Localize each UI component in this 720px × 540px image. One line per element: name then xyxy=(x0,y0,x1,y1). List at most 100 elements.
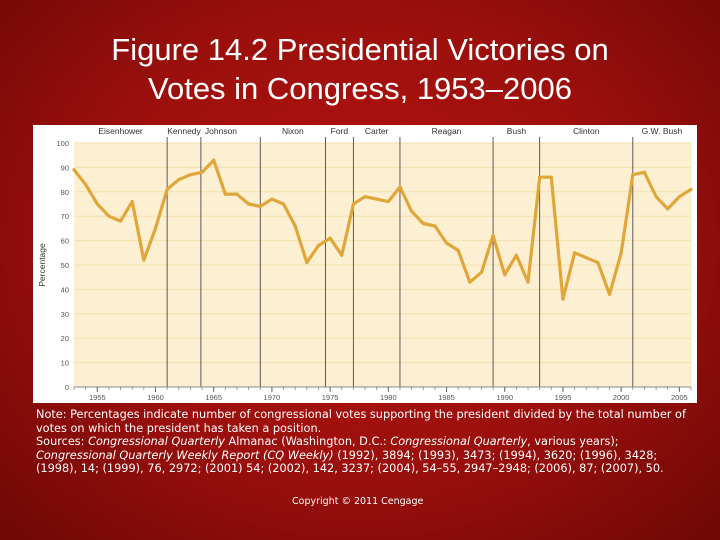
sources-label: Sources: xyxy=(36,435,89,449)
president-label-9: G.W. Bush xyxy=(642,126,683,136)
president-label-5: Carter xyxy=(365,126,389,136)
data-point-1961 xyxy=(165,187,169,191)
copyright-text: Copyright © 2011 Cengage xyxy=(292,496,424,507)
x-tick-label-1965: 1965 xyxy=(205,393,222,402)
data-point-1996 xyxy=(572,251,577,255)
president-label-7: Bush xyxy=(507,126,527,136)
data-point-1987 xyxy=(468,280,472,284)
source-2-tail: (1992), 3894; (1993), 3473; (1994), 3620… xyxy=(36,448,664,476)
data-point-1958 xyxy=(130,199,134,204)
data-point-2000 xyxy=(619,251,623,255)
data-point-1969 xyxy=(258,204,262,209)
x-tick-label-1990: 1990 xyxy=(496,393,513,402)
data-point-2001 xyxy=(631,173,635,177)
line-chart: 0 10 20 30 40 50 60 70 80 90 100 Eisenhower Kennedy J… xyxy=(37,126,693,402)
series-line-0 xyxy=(72,158,693,301)
data-point-1980 xyxy=(386,199,390,204)
figure-note: Note: Percentages indicate number of con… xyxy=(36,408,696,476)
source-1-publisher: Congressional Quarterly xyxy=(390,435,528,449)
sources-text: Sources: Congressional Quarterly Almanac… xyxy=(36,435,696,476)
y-tick-label-50: 50 xyxy=(61,261,69,270)
president-label-4: Ford xyxy=(331,126,349,136)
source-1-title: Congressional Quarterly xyxy=(88,435,225,449)
data-point-1957 xyxy=(118,219,123,223)
slide-title-line-1: Figure 14.2 Presidential Victories on xyxy=(111,32,609,67)
slide-title: Figure 14.2 Presidential Victories on Vo… xyxy=(20,30,700,108)
data-point-2006 xyxy=(689,187,693,191)
data-point-1963 xyxy=(188,173,193,177)
y-tick-label-10: 10 xyxy=(61,359,69,368)
y-tick-label-80: 80 xyxy=(61,188,69,197)
y-tick-label-60: 60 xyxy=(61,237,69,246)
x-tick-label-2005: 2005 xyxy=(671,393,688,402)
data-point-1983 xyxy=(421,221,425,226)
data-point-1988 xyxy=(479,270,484,274)
x-tick-label-1955: 1955 xyxy=(89,393,106,402)
data-point-1972 xyxy=(293,224,297,228)
data-point-1960 xyxy=(153,226,158,230)
source-1-tail: , various years); xyxy=(527,435,619,449)
president-label-2: Johnson xyxy=(205,126,237,136)
x-tick-label-1970: 1970 xyxy=(264,393,281,402)
data-point-1979 xyxy=(375,197,379,201)
x-tick-label-1995: 1995 xyxy=(555,393,572,402)
data-point-2005 xyxy=(677,195,681,199)
data-point-1953 xyxy=(72,168,76,172)
data-point-1990 xyxy=(503,273,507,277)
data-point-1959 xyxy=(142,258,146,262)
president-label-0: Eisenhower xyxy=(98,126,143,136)
president-label-6: Reagan xyxy=(432,126,462,136)
data-point-1955 xyxy=(95,202,99,206)
y-tick-label-40: 40 xyxy=(61,285,69,294)
source-2-title: Congressional Quarterly Weekly Report (C… xyxy=(36,448,334,462)
chart-figure: 0 10 20 30 40 50 60 70 80 90 100 Eisenhower Kennedy J… xyxy=(33,125,697,403)
data-point-1956 xyxy=(107,214,111,218)
data-point-1995 xyxy=(561,297,565,301)
data-point-1981 xyxy=(398,185,402,189)
data-point-1982 xyxy=(410,209,414,213)
x-tick-label-1985: 1985 xyxy=(438,393,455,402)
source-1-text: Almanac (Washington, D.C.: xyxy=(224,435,391,449)
data-point-1971 xyxy=(281,202,286,206)
president-label-1: Kennedy xyxy=(167,126,201,136)
data-point-1993 xyxy=(538,175,542,179)
data-point-1954 xyxy=(84,182,88,187)
president-label-3: Nixon xyxy=(282,126,304,136)
data-point-1965 xyxy=(212,158,216,162)
data-point-1985 xyxy=(444,241,449,245)
data-point-1992 xyxy=(526,280,530,284)
president-label-8: Clinton xyxy=(573,126,600,136)
y-tick-label-90: 90 xyxy=(61,163,69,172)
data-point-1966 xyxy=(223,192,227,196)
data-point-1997 xyxy=(584,256,588,260)
note-text: Note: Percentages indicate number of con… xyxy=(36,408,686,435)
data-point-2003 xyxy=(654,195,658,199)
data-point-1999 xyxy=(607,292,612,296)
data-point-1962 xyxy=(177,178,181,182)
data-point-2004 xyxy=(666,207,670,211)
data-point-1964 xyxy=(200,170,204,174)
data-point-1978 xyxy=(363,195,367,199)
data-point-1968 xyxy=(247,202,251,206)
y-tick-label-70: 70 xyxy=(61,212,69,221)
data-point-1984 xyxy=(433,224,437,228)
data-point-1998 xyxy=(596,260,600,265)
data-point-1973 xyxy=(305,260,309,265)
x-tick-label-2000: 2000 xyxy=(613,393,630,402)
data-point-1986 xyxy=(456,248,460,252)
data-point-1994 xyxy=(549,175,553,179)
data-point-1991 xyxy=(514,253,518,257)
y-tick-label-30: 30 xyxy=(61,310,69,319)
data-point-1989 xyxy=(491,234,495,238)
data-point-1976 xyxy=(340,253,344,257)
data-point-1977 xyxy=(351,202,355,206)
x-tick-label-1975: 1975 xyxy=(322,393,339,402)
x-tick-label-1960: 1960 xyxy=(147,393,164,402)
y-tick-label-20: 20 xyxy=(61,334,69,343)
data-point-1967 xyxy=(235,192,239,196)
y-axis-label: Percentage xyxy=(37,243,47,287)
y-tick-label-0: 0 xyxy=(65,383,69,392)
data-point-1975 xyxy=(328,236,332,240)
y-tick-label-100: 100 xyxy=(56,139,69,148)
x-tick-label-1980: 1980 xyxy=(380,393,397,402)
